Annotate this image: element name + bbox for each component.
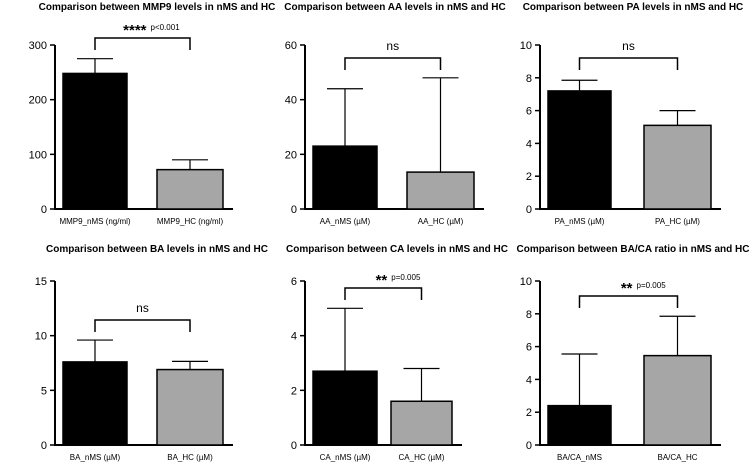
y-tick-label: 40 xyxy=(285,95,297,107)
bar xyxy=(62,72,128,210)
bar xyxy=(312,370,378,446)
significance-label: ns xyxy=(386,39,399,53)
x-tick-label: PA_nMS (µM) xyxy=(555,217,605,226)
y-tick-label: 4 xyxy=(291,331,297,343)
x-tick-label: CA_HC (µM) xyxy=(399,453,445,462)
bar xyxy=(62,361,128,446)
chart-title: Comparison between MMP9 levels in nMS an… xyxy=(39,2,276,13)
bar xyxy=(547,404,612,446)
p-value-label: p<0.001 xyxy=(151,23,181,32)
y-tick-label: 0 xyxy=(526,204,532,216)
y-tick-label: 10 xyxy=(520,276,532,288)
y-tick-label: 100 xyxy=(29,149,47,161)
bar xyxy=(312,145,378,210)
significance-bracket xyxy=(94,319,191,332)
x-tick-label: MMP9_nMS (ng/ml) xyxy=(59,217,130,226)
y-tick-label: 300 xyxy=(29,40,47,52)
y-tick-label: 60 xyxy=(285,40,297,52)
bar xyxy=(390,400,453,446)
bar xyxy=(643,354,712,446)
x-tick-label: AA_nMS (µM) xyxy=(320,217,371,226)
x-tick-label: BA_HC (µM) xyxy=(167,453,213,462)
x-tick-label: PA_HC (µM) xyxy=(655,217,700,226)
y-tick-label: 2 xyxy=(526,171,532,183)
x-tick-label: BA/CA_nMS xyxy=(557,453,602,462)
significance-bracket xyxy=(344,57,442,70)
significance-bracket xyxy=(578,57,679,70)
chart-title: Comparison between BA/CA ratio in nMS an… xyxy=(517,244,750,255)
chart-title: Comparison between BA levels in nMS and … xyxy=(46,244,268,255)
x-tick-label: CA_nMS (µM) xyxy=(320,453,371,462)
y-tick-label: 0 xyxy=(291,440,297,452)
significance-stars: ** xyxy=(621,280,633,297)
significance-bracket xyxy=(578,295,679,308)
y-tick-label: 8 xyxy=(526,309,532,321)
y-tick-label: 6 xyxy=(526,342,532,354)
bar xyxy=(547,90,612,210)
y-tick-label: 10 xyxy=(520,40,532,52)
y-tick-label: 2 xyxy=(526,407,532,419)
significance-stars: ** xyxy=(376,272,388,289)
chart-title: Comparison between PA levels in nMS and … xyxy=(523,2,744,13)
bar xyxy=(156,168,224,210)
significance-label: ns xyxy=(136,301,149,315)
y-tick-label: 5 xyxy=(41,385,47,397)
y-tick-label: 4 xyxy=(526,138,532,150)
y-tick-label: 200 xyxy=(29,95,47,107)
y-tick-label: 10 xyxy=(35,331,47,343)
y-tick-label: 8 xyxy=(526,73,532,85)
y-tick-label: 6 xyxy=(526,106,532,118)
significance-bracket xyxy=(344,287,423,300)
y-tick-label: 6 xyxy=(291,276,297,288)
y-tick-label: 4 xyxy=(526,374,532,386)
y-tick-label: 0 xyxy=(291,204,297,216)
y-tick-label: 0 xyxy=(41,440,47,452)
significance-label: ns xyxy=(622,39,635,53)
bar xyxy=(156,368,224,446)
chart-title: Comparison between AA levels in nMS and … xyxy=(284,2,506,13)
p-value-label: p=0.005 xyxy=(391,273,421,282)
x-tick-label: AA_HC (µM) xyxy=(418,217,464,226)
y-tick-label: 0 xyxy=(526,440,532,452)
x-tick-label: BA_nMS (µM) xyxy=(70,453,121,462)
bar xyxy=(406,171,475,210)
bar xyxy=(643,124,712,210)
y-tick-label: 20 xyxy=(285,149,297,161)
y-tick-label: 2 xyxy=(291,385,297,397)
y-tick-label: 0 xyxy=(41,204,47,216)
significance-stars: **** xyxy=(123,22,147,39)
x-tick-label: MMP9_HC (ng/ml) xyxy=(157,217,224,226)
p-value-label: p=0.005 xyxy=(637,281,667,290)
x-tick-label: BA/CA_HC xyxy=(657,453,697,462)
significance-bracket xyxy=(94,37,191,50)
chart-title: Comparison between CA levels in nMS and … xyxy=(286,244,508,255)
y-tick-label: 15 xyxy=(35,276,47,288)
